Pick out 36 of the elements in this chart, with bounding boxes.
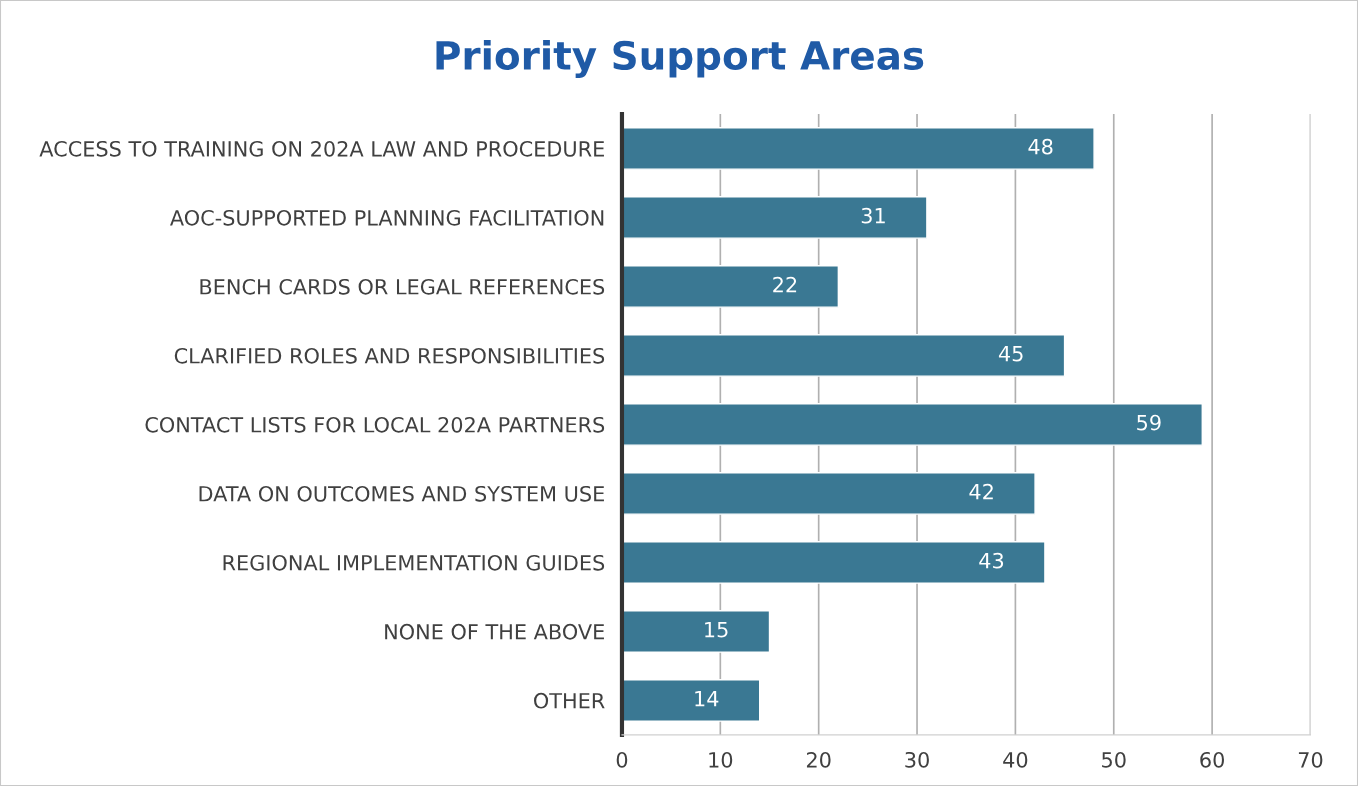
x-tick-label: 70 bbox=[1298, 751, 1323, 768]
data-label: 22 bbox=[773, 276, 797, 293]
bar bbox=[621, 196, 928, 239]
bar bbox=[621, 679, 761, 722]
y-tick-label: OTHER bbox=[534, 692, 605, 709]
y-tick-label: REGIONAL IMPLEMENTATION GUIDES bbox=[223, 554, 605, 571]
x-tick-label: 40 bbox=[1003, 751, 1028, 768]
y-tick-label: CONTACT LISTS FOR LOCAL 202A PARTNERS bbox=[145, 416, 605, 433]
y-tick-label: DATA ON OUTCOMES AND SYSTEM USE bbox=[199, 485, 604, 502]
x-tick-label: 60 bbox=[1200, 751, 1224, 768]
bar bbox=[621, 127, 1095, 170]
bar bbox=[621, 472, 1036, 515]
data-label: 43 bbox=[979, 552, 1004, 569]
data-label: 59 bbox=[1137, 414, 1161, 431]
data-label: 48 bbox=[1028, 138, 1053, 155]
y-tick-label: NONE OF THE ABOVE bbox=[385, 623, 604, 640]
chart-title: Priority Support Areas bbox=[436, 39, 924, 78]
y-tick-label: ACCESS TO TRAINING ON 202A LAW AND PROCEDURE bbox=[39, 140, 604, 157]
data-label: 42 bbox=[969, 483, 993, 500]
bar bbox=[621, 334, 1066, 377]
data-label: 31 bbox=[861, 207, 885, 224]
data-label: 14 bbox=[695, 690, 719, 707]
bar bbox=[621, 403, 1203, 446]
x-tick-label: 20 bbox=[806, 751, 831, 768]
y-tick-label: BENCH CARDS OR LEGAL REFERENCES bbox=[200, 278, 605, 295]
bar bbox=[621, 541, 1046, 584]
x-tick-label: 10 bbox=[709, 751, 733, 768]
data-label: 15 bbox=[705, 621, 728, 638]
bar bbox=[621, 610, 771, 653]
data-label: 45 bbox=[998, 346, 1023, 362]
y-tick-label: CLARIFIED ROLES AND RESPONSIBILITIES bbox=[174, 347, 605, 364]
x-tick-label: 50 bbox=[1102, 751, 1126, 768]
y-tick-label: AOC-SUPPORTED PLANNING FACILITATION bbox=[170, 209, 604, 226]
bar bbox=[621, 265, 840, 308]
x-tick-label: 0 bbox=[616, 751, 628, 768]
x-tick-label: 30 bbox=[905, 751, 929, 768]
